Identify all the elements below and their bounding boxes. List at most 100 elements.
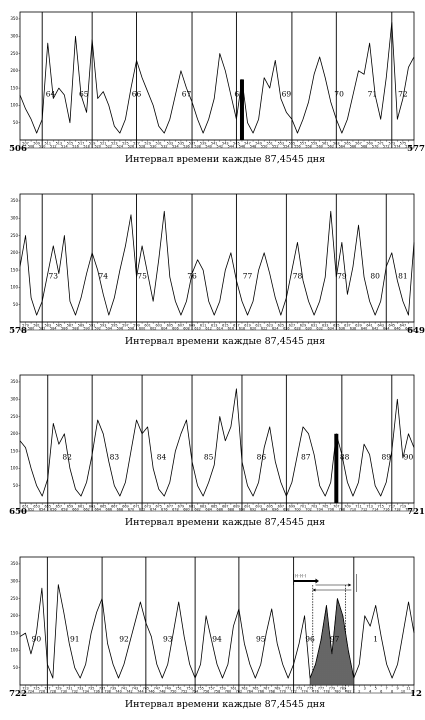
y-tick-label: 250 <box>10 414 18 419</box>
cycle-label: 90 <box>32 634 42 643</box>
x-tick-label: 746 <box>148 690 154 694</box>
x-tick-label: 547 <box>244 141 250 145</box>
y-tick-label: 150 <box>10 85 18 90</box>
x-tick-label: 774 <box>301 690 307 694</box>
x-tick-label: 584 <box>50 327 56 331</box>
x-tick-label: 575 <box>400 141 406 145</box>
end-label: 577 <box>407 144 425 154</box>
x-tick-label: 712 <box>361 508 367 512</box>
x-tick-label: 643 <box>377 323 383 327</box>
highlight-bar <box>334 433 339 503</box>
x-tick-label: 742 <box>126 690 132 694</box>
x-tick-label: 740 <box>115 690 121 694</box>
x-tick-label: 614 <box>217 327 223 331</box>
x-tick-label: 652 <box>28 508 34 512</box>
x-tick-label: 589 <box>78 323 84 327</box>
x-tick-label: 620 <box>250 327 256 331</box>
x-tick-label: 734 <box>82 690 88 694</box>
x-tick-label: 561 <box>322 141 328 145</box>
x-tick-label: 638 <box>350 327 356 331</box>
x-tick-label: 535 <box>178 141 184 145</box>
series-line <box>19 584 415 679</box>
cycle-label: 84 <box>157 452 167 461</box>
x-tick-label: 572 <box>383 145 389 149</box>
x-tick-label: 5 <box>375 686 377 690</box>
x-tick-label: 673 <box>144 504 150 508</box>
cycle-label: 70 <box>334 89 344 98</box>
x-tick-label: 777 <box>318 686 324 690</box>
cycle-label: 85 <box>204 452 214 461</box>
x-tick-label: 741 <box>121 686 127 690</box>
x-tick-label: 725 <box>33 686 39 690</box>
cycle-label: 69 <box>282 89 292 98</box>
x-tick-label: 580 <box>28 327 34 331</box>
x-tick-label: 567 <box>355 141 361 145</box>
x-tick-label: 739 <box>110 686 116 690</box>
cycle-label: 68 <box>234 89 244 98</box>
y-tick-label: 300 <box>10 216 18 221</box>
x-tick-label: 664 <box>94 508 100 512</box>
x-tick-label: 585 <box>56 323 62 327</box>
x-tick-label: 781 <box>340 686 346 690</box>
x-tick-label: 574 <box>394 145 400 149</box>
x-tick-label: 680 <box>183 508 189 512</box>
x-tick-label: 767 <box>263 686 269 690</box>
x-tick-label: 696 <box>272 508 278 512</box>
x-tick-label: 521 <box>100 141 106 145</box>
x-tick-label: 592 <box>94 327 100 331</box>
x-tick-label: 604 <box>161 327 167 331</box>
x-tick-label: 662 <box>83 508 89 512</box>
x-tick-label: 531 <box>155 141 161 145</box>
x-tick-label: 637 <box>344 323 350 327</box>
x-tick-band <box>19 321 415 331</box>
x-tick-label: 556 <box>294 145 300 149</box>
x-tick-label: 616 <box>228 327 234 331</box>
x-tick-label: 669 <box>122 504 128 508</box>
y-tick-label: 350 <box>10 16 18 21</box>
x-tick-label: 778 <box>323 690 329 694</box>
y-tick-label: 100 <box>10 466 18 471</box>
y-tick-label: 200 <box>10 613 18 618</box>
y-tick-label: 150 <box>10 267 18 272</box>
x-tick-label: 623 <box>266 323 272 327</box>
cycle-label: 74 <box>98 271 108 280</box>
x-tick-label: 648 <box>405 327 411 331</box>
arrow-head <box>315 578 319 584</box>
x-tick-label: 590 <box>83 327 89 331</box>
x-tick-label: 565 <box>344 141 350 145</box>
highlight-bar <box>239 79 244 140</box>
x-tick-label: 594 <box>106 327 112 331</box>
x-tick-label: 544 <box>228 145 234 149</box>
x-tick-label: 685 <box>211 504 217 508</box>
x-tick-label: 697 <box>278 504 284 508</box>
x-tick-label: 776 <box>312 690 318 694</box>
x-tick-label: 525 <box>122 141 128 145</box>
cycle-label: 73 <box>49 271 59 280</box>
x-tick-band <box>19 502 415 512</box>
x-tick-label: 625 <box>278 323 284 327</box>
y-tick-label: 150 <box>10 448 18 453</box>
x-tick-label: 526 <box>128 145 134 149</box>
x-tick-label: 587 <box>67 323 73 327</box>
plot-frame <box>19 556 415 686</box>
start-label: 722 <box>9 689 27 699</box>
x-tick-label: 558 <box>305 145 311 149</box>
x-tick-label: 538 <box>194 145 200 149</box>
x-tick-label: 518 <box>83 145 89 149</box>
x-tick-label: 780 <box>334 690 340 694</box>
x-tick-label: 686 <box>217 508 223 512</box>
x-tick-label: 704 <box>316 508 322 512</box>
x-tick-label: 511 <box>45 141 51 145</box>
arrow-head <box>348 583 352 587</box>
x-tick-label: 645 <box>389 323 395 327</box>
x-tick-label: 602 <box>150 327 156 331</box>
cycle-label: 97 <box>330 634 340 643</box>
x-tick-label: 8 <box>391 690 393 694</box>
cycle-label: 72 <box>398 89 408 98</box>
cycle-label: 96 <box>305 634 315 643</box>
x-tick-label: 7 <box>386 686 388 690</box>
x-tick-label: 541 <box>211 141 217 145</box>
x-tick-label: 703 <box>311 504 317 508</box>
x-tick-label: 536 <box>183 145 189 149</box>
y-tick-label: 300 <box>10 579 18 584</box>
